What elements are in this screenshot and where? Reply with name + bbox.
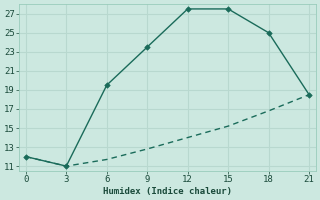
- X-axis label: Humidex (Indice chaleur): Humidex (Indice chaleur): [103, 187, 232, 196]
